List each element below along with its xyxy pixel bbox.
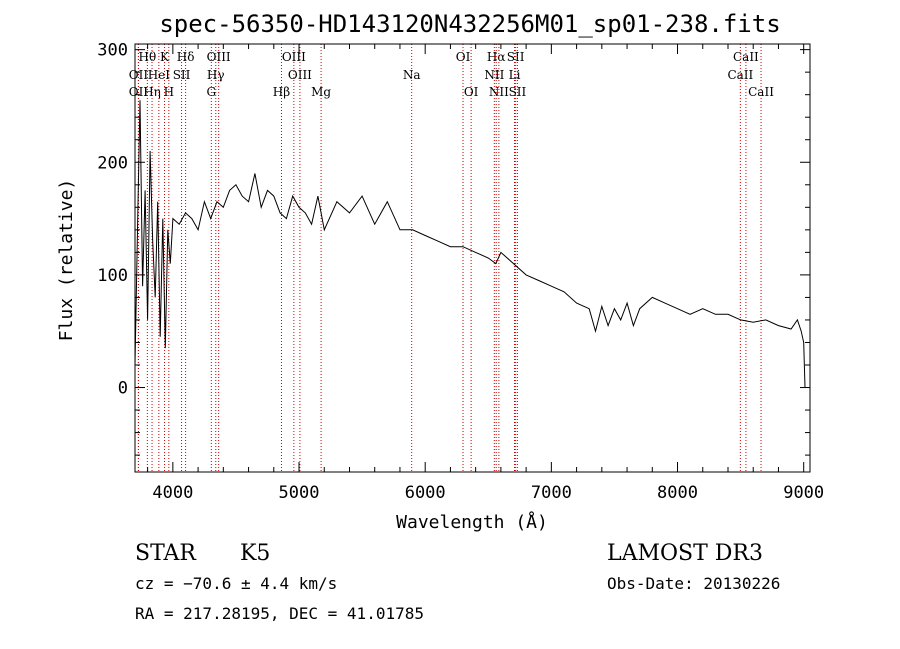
spectral-line-label: NII — [489, 85, 509, 99]
spectral-line-label: K — [160, 50, 170, 64]
spectral-line-label: OI — [456, 50, 471, 64]
spectral-line-label: OI — [464, 85, 479, 99]
spectrum-line — [134, 100, 806, 388]
object-class: STAR — [135, 541, 197, 566]
redshift-value: cz = −70.6 ± 4.4 km/s — [135, 574, 337, 593]
x-tick-label: 8000 — [657, 483, 698, 503]
spectral-line-label: CaII — [733, 50, 759, 64]
x-tick-label: 5000 — [279, 483, 320, 503]
spectrum-series — [134, 100, 806, 388]
y-tick-label: 300 — [97, 41, 128, 61]
y-tick-label: 200 — [97, 153, 128, 173]
spectral-line-label: Li — [509, 68, 521, 82]
y-axis-label: Flux (relative) — [56, 179, 77, 342]
spectral-line-label: Hα — [487, 50, 506, 64]
spectral-line-label: G — [207, 85, 217, 99]
coordinates: RA = 217.28195, DEC = 41.01785 — [135, 604, 424, 623]
object-subclass: K5 — [240, 541, 270, 566]
spectral-line-label: SII — [509, 85, 527, 99]
spectral-line-label: Hθ — [139, 50, 157, 64]
spectral-line-label: Hγ — [207, 68, 225, 82]
spectral-line-label: Mg — [311, 85, 331, 99]
spectral-line-label: OIII — [282, 50, 306, 64]
x-tick-label: 4000 — [152, 483, 193, 503]
spectral-line-label: OIII — [207, 50, 231, 64]
observation-date: Obs-Date: 20130226 — [607, 574, 780, 593]
x-tick-label: 6000 — [405, 483, 446, 503]
spectral-line-label: SII — [507, 50, 525, 64]
spectral-line-label: Hβ — [273, 85, 290, 99]
spectral-line-label: Hη — [143, 85, 161, 99]
plot-frame — [134, 43, 811, 473]
spectral-line-label: CaII — [727, 68, 753, 82]
chart-title: spec-56350-HD143120N432256M01_sp01-238.f… — [159, 10, 780, 38]
spectral-line-label: Hδ — [177, 50, 195, 64]
y-tick-label: 0 — [118, 379, 128, 399]
x-axis-label: Wavelength (Å) — [396, 511, 548, 533]
x-tick-label: 7000 — [531, 483, 572, 503]
spectral-line-label: OII — [129, 85, 149, 99]
y-tick-label: 100 — [97, 266, 128, 286]
survey-name: LAMOST DR3 — [607, 541, 763, 566]
spectral-line-label: SII — [173, 68, 191, 82]
spectral-line-label: NII — [484, 68, 504, 82]
axis-ticks: 4000 5000 6000 7000 8000 9000 0 100 200 300 — [97, 41, 824, 503]
spectral-line-label: OIII — [288, 68, 312, 82]
spectral-line-label: CaII — [748, 85, 774, 99]
spectral-line-label: Na — [403, 68, 421, 82]
x-tick-label: 9000 — [783, 483, 824, 503]
spectral-line-label: H — [164, 85, 174, 99]
spectral-line-label: HeI — [148, 68, 171, 82]
